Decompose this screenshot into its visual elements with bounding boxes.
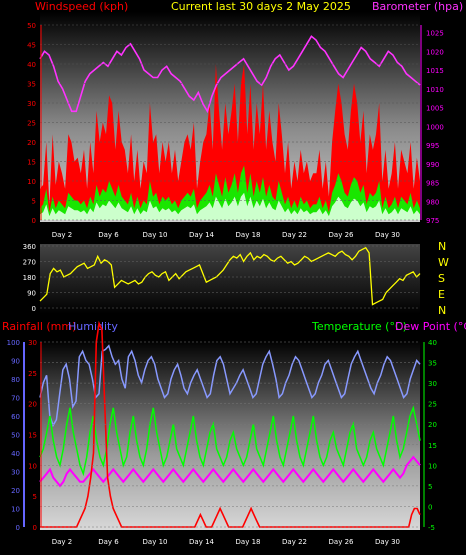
compass-label: N bbox=[438, 240, 446, 253]
rainfall-title: Rainfall (mm) bbox=[2, 320, 76, 333]
temp-x-tick-label: Day 22 bbox=[282, 538, 307, 546]
wind-x-tick-label: Day 26 bbox=[329, 231, 355, 239]
temp-tick-label: 30 bbox=[428, 380, 437, 388]
humidity-tick-label: 20 bbox=[11, 487, 20, 495]
dir-tick-label: 360 bbox=[23, 243, 36, 251]
baro-tick-label: 1005 bbox=[426, 105, 444, 113]
temp-x-tick-label: Day 26 bbox=[329, 538, 355, 546]
wind-x-tick-label: Day 30 bbox=[375, 231, 400, 239]
compass-label: N bbox=[438, 304, 446, 317]
rain-tick-label: 25 bbox=[28, 370, 37, 378]
dir-tick-label: 270 bbox=[23, 259, 36, 267]
dewpoint-title: Dew Point (°C) bbox=[395, 320, 466, 333]
temp-tick-label: -5 bbox=[428, 524, 435, 532]
temperature-line bbox=[39, 405, 421, 477]
wind-x-tick-label: Day 14 bbox=[189, 231, 215, 239]
temp-tick-label: 40 bbox=[428, 339, 437, 347]
baro-tick-label: 1020 bbox=[426, 48, 444, 56]
dir-tick-label: 90 bbox=[27, 290, 36, 298]
baro-tick-label: 990 bbox=[426, 161, 439, 169]
temp-x-tick-label: Day 10 bbox=[143, 538, 168, 546]
wind-base-area bbox=[40, 192, 420, 220]
humidity-tick-label: 40 bbox=[11, 450, 20, 458]
temp-tick-label: 15 bbox=[428, 442, 437, 450]
humidity-tick-label: 50 bbox=[11, 432, 20, 440]
dir-tick-label: 0 bbox=[32, 305, 36, 313]
temp-x-tick-label: Day 18 bbox=[236, 538, 261, 546]
rain-tick-label: 30 bbox=[28, 339, 37, 347]
baro-tick-label: 1000 bbox=[426, 123, 444, 131]
compass-label: E bbox=[438, 288, 445, 301]
wind-tick-label: 15 bbox=[27, 159, 36, 167]
temp-x-tick-label: Day 2 bbox=[52, 538, 73, 546]
temp-x-tick-label: Day 30 bbox=[375, 538, 400, 546]
humidity-tick-label: 30 bbox=[11, 469, 20, 477]
rain-tick-label: 15 bbox=[28, 432, 37, 440]
wind-tick-label: 5 bbox=[32, 198, 36, 206]
temperature-title: Temperature (°C) bbox=[311, 320, 407, 333]
wind-x-tick-label: Day 10 bbox=[143, 231, 168, 239]
baro-tick-label: 995 bbox=[426, 142, 439, 150]
compass-label: W bbox=[438, 256, 449, 269]
humidity-title: Humidity bbox=[68, 320, 118, 333]
humidity-tick-label: 0 bbox=[16, 524, 20, 532]
rain-tick-label: 5 bbox=[33, 493, 37, 501]
humidity-tick-label: 60 bbox=[11, 413, 20, 421]
baro-tick-label: 975 bbox=[426, 217, 439, 225]
wind-tick-label: 20 bbox=[27, 139, 36, 147]
axes-group: 0510152025303540455097598098599099510001… bbox=[7, 22, 449, 546]
dir-panel-bg bbox=[40, 244, 420, 314]
baro-tick-label: 985 bbox=[426, 180, 439, 188]
humidity-tick-label: 80 bbox=[11, 376, 20, 384]
wind-tick-label: 35 bbox=[27, 81, 36, 89]
wind-x-tick-label: Day 22 bbox=[282, 231, 307, 239]
temp-tick-label: 0 bbox=[428, 503, 432, 511]
temp-tick-label: 5 bbox=[428, 483, 432, 491]
direction-line bbox=[39, 246, 421, 306]
temp-tick-label: 20 bbox=[428, 421, 437, 429]
wind-tick-label: 50 bbox=[27, 22, 36, 30]
temp-x-tick-label: Day 6 bbox=[98, 538, 119, 546]
wind-avg-area bbox=[40, 165, 420, 220]
wind-x-tick-label: Day 2 bbox=[52, 231, 73, 239]
temp-x-tick-label: Day 14 bbox=[189, 538, 215, 546]
wind-x-tick-label: Day 18 bbox=[236, 231, 261, 239]
baro-tick-label: 980 bbox=[426, 198, 439, 206]
temp-tick-label: 35 bbox=[428, 360, 437, 368]
baro-tick-label: 1015 bbox=[426, 67, 444, 75]
barometer-line bbox=[39, 35, 421, 114]
temp-panel-bg bbox=[40, 340, 420, 530]
rain-tick-label: 20 bbox=[28, 401, 37, 409]
barometer-title: Barometer (hpa) bbox=[372, 0, 463, 13]
wind-x-tick-label: Day 6 bbox=[98, 231, 119, 239]
dewpoint-line bbox=[39, 455, 421, 488]
rain-tick-label: 10 bbox=[28, 462, 37, 470]
wind-tick-label: 10 bbox=[27, 178, 36, 186]
temp-tick-label: 10 bbox=[428, 462, 437, 470]
baro-tick-label: 1025 bbox=[426, 30, 444, 38]
baro-tick-label: 1010 bbox=[426, 86, 444, 94]
humidity-tick-label: 70 bbox=[11, 395, 20, 403]
humidity-tick-label: 10 bbox=[11, 506, 20, 514]
current-title: Current last 30 days 2 May 2025 bbox=[171, 0, 351, 13]
rain-tick-label: 0 bbox=[33, 524, 37, 532]
windspeed-title: Windspeed (kph) bbox=[35, 0, 128, 13]
wind-tick-label: 45 bbox=[27, 42, 36, 50]
wind-tick-label: 40 bbox=[27, 61, 36, 69]
humidity-tick-label: 100 bbox=[7, 339, 20, 347]
wind-tick-label: 30 bbox=[27, 100, 36, 108]
direction-series-group bbox=[39, 246, 421, 306]
temp-tick-label: 25 bbox=[428, 401, 437, 409]
dir-tick-label: 180 bbox=[23, 274, 36, 282]
compass-label: S bbox=[438, 272, 445, 285]
humidity-tick-label: 90 bbox=[11, 358, 20, 366]
wind-tick-label: 25 bbox=[27, 120, 36, 128]
wind-tick-label: 0 bbox=[32, 217, 36, 225]
